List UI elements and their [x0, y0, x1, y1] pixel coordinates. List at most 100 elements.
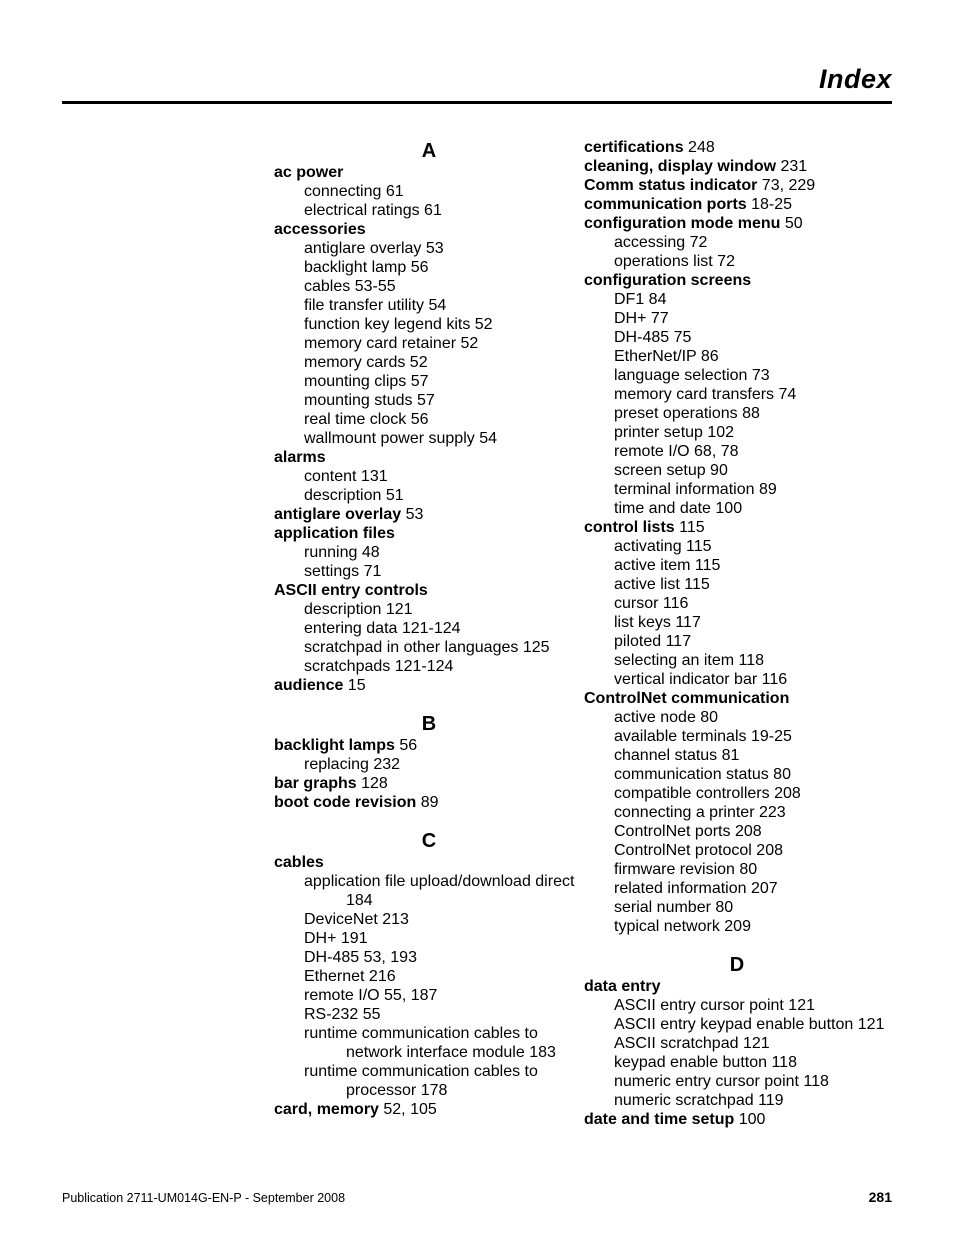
sub-entry: keypad enable button 118: [584, 1053, 890, 1072]
term: alarms: [274, 449, 326, 466]
sub-entry: preset operations 88: [584, 404, 890, 423]
entry-antiglare-overlay: antiglare overlay 53: [274, 505, 584, 524]
sub-entry: compatible controllers 208: [584, 784, 890, 803]
sub-entry: description 121: [274, 600, 584, 619]
term: certifications: [584, 139, 684, 156]
entry-cleaning-display-window: cleaning, display window 231: [584, 157, 890, 176]
sub-entry: DH-485 53, 193: [274, 948, 584, 967]
entry-boot-code-revision: boot code revision 89: [274, 793, 584, 812]
pages: 89: [416, 794, 438, 811]
sub-entry: operations list 72: [584, 252, 890, 271]
term: bar graphs: [274, 775, 357, 792]
sub-entry: settings 71: [274, 562, 584, 581]
sub-entry: numeric scratchpad 119: [584, 1091, 890, 1110]
term: control lists: [584, 519, 675, 536]
term: backlight lamps: [274, 737, 395, 754]
sub-entry: application file upload/download direct: [274, 872, 584, 891]
sub-entry: typical network 209: [584, 917, 890, 936]
sub-entry: DH+ 77: [584, 309, 890, 328]
term: Comm status indicator: [584, 177, 757, 194]
sub-entry: runtime communication cables to: [274, 1024, 584, 1043]
term: antiglare overlay: [274, 506, 401, 523]
term: communication ports: [584, 196, 747, 213]
sub-entry: runtime communication cables to: [274, 1062, 584, 1081]
sub-entry: description 51: [274, 486, 584, 505]
pages: 50: [780, 215, 802, 232]
sub-entry: active item 115: [584, 556, 890, 575]
entry-data-entry: data entry: [584, 977, 890, 996]
sub-entry-cont: 184: [274, 891, 584, 910]
entry-date-and-time-setup: date and time setup 100: [584, 1110, 890, 1129]
sub-entry: running 48: [274, 543, 584, 562]
pages: 73, 229: [757, 177, 815, 194]
sub-entry: entering data 121-124: [274, 619, 584, 638]
sub-entry: Ethernet 216: [274, 967, 584, 986]
pages: 15: [343, 677, 365, 694]
sub-entry: replacing 232: [274, 755, 584, 774]
pages: 56: [395, 737, 417, 754]
pages: 115: [675, 519, 705, 536]
entry-ac-power: ac power: [274, 163, 584, 182]
sub-entry: remote I/O 68, 78: [584, 442, 890, 461]
entry-accessories: accessories: [274, 220, 584, 239]
entry-application-files: application files: [274, 524, 584, 543]
sub-entry: mounting clips 57: [274, 372, 584, 391]
sub-entry: connecting a printer 223: [584, 803, 890, 822]
sub-entry: active list 115: [584, 575, 890, 594]
entry-communication-ports: communication ports 18-25: [584, 195, 890, 214]
page-footer: Publication 2711-UM014G-EN-P - September…: [62, 1189, 892, 1205]
section-letter-b: B: [274, 715, 584, 734]
entry-controlnet-communication: ControlNet communication: [584, 689, 890, 708]
sub-entry: screen setup 90: [584, 461, 890, 480]
sub-entry: cursor 116: [584, 594, 890, 613]
index-body: A ac power connecting 61 electrical rati…: [62, 108, 892, 1129]
sub-entry: memory card transfers 74: [584, 385, 890, 404]
term: ASCII entry controls: [274, 582, 428, 599]
sub-entry: serial number 80: [584, 898, 890, 917]
sub-entry: connecting 61: [274, 182, 584, 201]
entry-card-memory: card, memory 52, 105: [274, 1100, 584, 1119]
sub-entry: scratchpads 121-124: [274, 657, 584, 676]
sub-entry: DF1 84: [584, 290, 890, 309]
index-column-left: A ac power connecting 61 electrical rati…: [274, 138, 584, 1129]
footer-page-number: 281: [869, 1189, 892, 1205]
term: boot code revision: [274, 794, 416, 811]
sub-entry: language selection 73: [584, 366, 890, 385]
sub-entry: activating 115: [584, 537, 890, 556]
term: cleaning, display window: [584, 158, 776, 175]
header-title: Index: [62, 64, 892, 95]
pages: 18-25: [747, 196, 792, 213]
sub-entry: time and date 100: [584, 499, 890, 518]
pages: 248: [684, 139, 715, 156]
entry-certifications: certifications 248: [584, 138, 890, 157]
sub-entry: real time clock 56: [274, 410, 584, 429]
footer-publication: Publication 2711-UM014G-EN-P - September…: [62, 1191, 345, 1205]
term: card, memory: [274, 1101, 379, 1118]
sub-entry: channel status 81: [584, 746, 890, 765]
sub-entry: scratchpad in other languages 125: [274, 638, 584, 657]
sub-entry: content 131: [274, 467, 584, 486]
term: ac power: [274, 164, 343, 181]
term: data entry: [584, 978, 660, 995]
sub-entry: piloted 117: [584, 632, 890, 651]
pages: 100: [734, 1111, 765, 1128]
sub-entry-cont: network interface module 183: [274, 1043, 584, 1062]
term: configuration screens: [584, 272, 751, 289]
sub-entry: remote I/O 55, 187: [274, 986, 584, 1005]
sub-entry: DH+ 191: [274, 929, 584, 948]
header-rule: [62, 101, 892, 104]
term: application files: [274, 525, 395, 542]
sub-entry: backlight lamp 56: [274, 258, 584, 277]
term: ControlNet communication: [584, 690, 789, 707]
sub-entry: memory cards 52: [274, 353, 584, 372]
term: audience: [274, 677, 343, 694]
sub-entry: related information 207: [584, 879, 890, 898]
sub-entry: ASCII entry keypad enable button 121: [584, 1015, 890, 1034]
entry-cables: cables: [274, 853, 584, 872]
sub-entry: electrical ratings 61: [274, 201, 584, 220]
entry-bar-graphs: bar graphs 128: [274, 774, 584, 793]
sub-entry: file transfer utility 54: [274, 296, 584, 315]
sub-entry: ControlNet ports 208: [584, 822, 890, 841]
term: date and time setup: [584, 1111, 734, 1128]
entry-alarms: alarms: [274, 448, 584, 467]
